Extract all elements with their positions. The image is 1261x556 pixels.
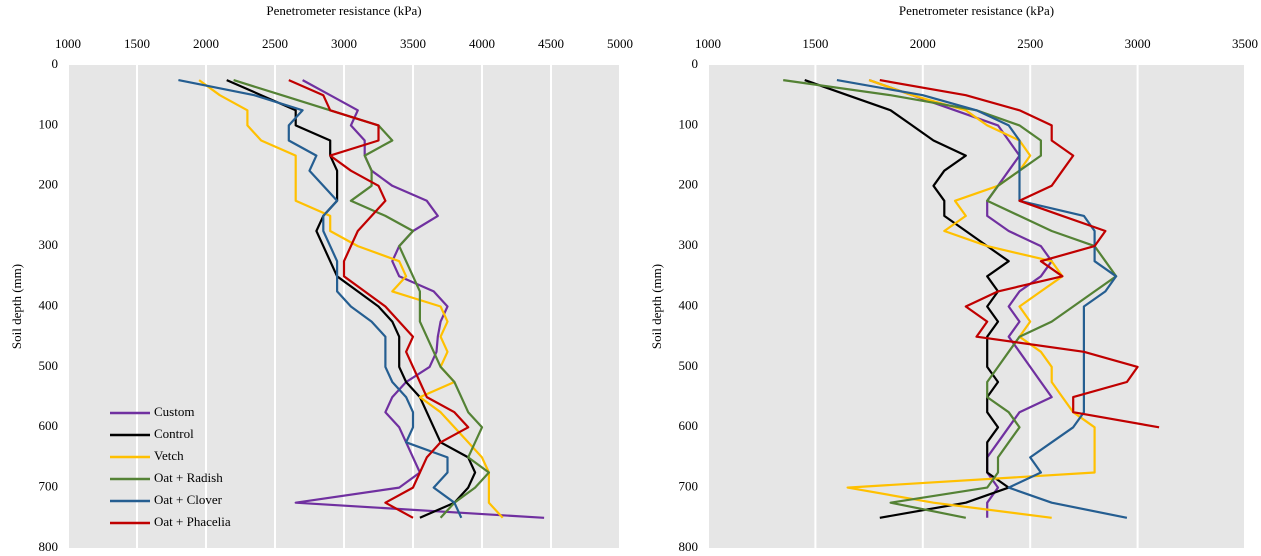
series-line [868, 79, 1053, 518]
x-tick-label: 3000 [1125, 36, 1151, 51]
x-tick-label: 3500 [400, 36, 426, 51]
plot-area [708, 65, 1245, 548]
x-tick-label: 3000 [331, 36, 357, 51]
y-tick-label: 600 [679, 418, 699, 433]
legend-label: Oat + Radish [154, 470, 223, 485]
y-tick-label: 300 [679, 237, 699, 252]
x-tick-label: 2500 [262, 36, 288, 51]
series-line [288, 79, 470, 519]
y-tick-label: 800 [39, 539, 59, 554]
series-line [294, 79, 545, 519]
x-tick-label: 4500 [538, 36, 564, 51]
y-tick-label: 500 [679, 358, 699, 373]
legend-label: Oat + Phacelia [154, 514, 231, 529]
y-tick-label: 200 [39, 177, 59, 192]
x-tick-label: 1000 [55, 36, 81, 51]
x-tick-label: 1000 [695, 36, 721, 51]
y-tick-label: 100 [679, 116, 699, 131]
y-axis-label: Soil depth (mm) [9, 264, 24, 349]
x-tick-label: 2000 [910, 36, 936, 51]
y-tick-label: 500 [39, 358, 59, 373]
x-tick-label: 4000 [469, 36, 495, 51]
series-line [198, 79, 504, 519]
x-axis-label: Penetrometer resistance (kPa) [899, 3, 1054, 18]
series-line [846, 79, 1096, 519]
x-tick-label: 2000 [193, 36, 219, 51]
y-axis-label: Soil depth (mm) [649, 264, 664, 349]
legend-label: Custom [154, 404, 194, 419]
series-line [836, 79, 1128, 519]
y-tick-label: 100 [39, 116, 59, 131]
y-tick-label: 600 [39, 418, 59, 433]
y-tick-label: 0 [692, 56, 699, 71]
x-tick-label: 1500 [802, 36, 828, 51]
series-line [233, 79, 490, 519]
y-tick-label: 700 [679, 479, 699, 494]
series-line [783, 79, 1118, 519]
y-tick-label: 700 [39, 479, 59, 494]
x-tick-label: 1500 [124, 36, 150, 51]
x-axis-label: Penetrometer resistance (kPa) [266, 3, 421, 18]
y-tick-label: 400 [679, 297, 699, 312]
legend-label: Vetch [154, 448, 184, 463]
series-line [178, 79, 463, 519]
y-tick-label: 200 [679, 177, 699, 192]
legend-label: Control [154, 426, 194, 441]
x-tick-label: 2500 [1017, 36, 1043, 51]
legend-label: Oat + Clover [154, 492, 223, 507]
x-tick-label: 5000 [607, 36, 633, 51]
series-line [226, 79, 477, 519]
series-line [804, 79, 1010, 519]
series-line [879, 79, 1160, 429]
x-tick-label: 3500 [1232, 36, 1258, 51]
y-tick-label: 300 [39, 237, 59, 252]
y-tick-label: 0 [52, 56, 59, 71]
y-tick-label: 400 [39, 297, 59, 312]
y-tick-label: 800 [679, 539, 699, 554]
